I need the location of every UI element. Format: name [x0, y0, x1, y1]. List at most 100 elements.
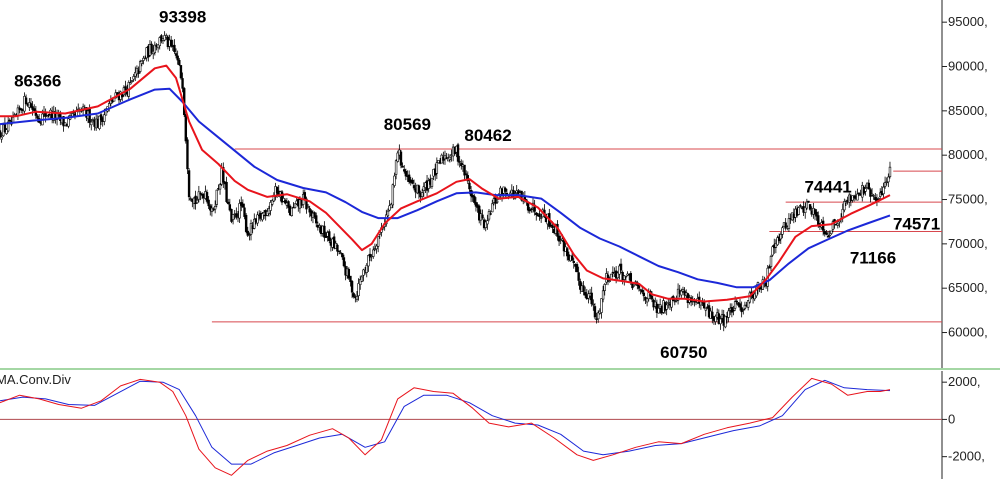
candle-body: [487, 211, 491, 220]
candle-body: [768, 266, 771, 269]
candle-body: [746, 300, 750, 308]
candle-body: [417, 185, 421, 194]
candle-body: [244, 214, 248, 232]
price-tick-label: 80000,: [948, 147, 988, 162]
candle-body: [205, 192, 209, 202]
candle-body: [742, 309, 745, 311]
candle-body: [657, 307, 660, 314]
candle-body: [385, 214, 388, 225]
candle-body: [246, 230, 249, 236]
candle-body: [275, 186, 279, 193]
candle-body: [577, 272, 580, 281]
candle-body: [771, 246, 774, 256]
candle-body: [33, 108, 36, 111]
candle-body: [178, 60, 181, 66]
candle-body: [787, 218, 791, 229]
candle-body: [156, 44, 160, 49]
candle-body: [271, 200, 274, 205]
candle-body: [784, 222, 787, 229]
candle-body: [212, 208, 215, 211]
moving-average-fast-line: [0, 64, 891, 303]
candle-body: [46, 115, 49, 118]
candle-body: [590, 292, 593, 305]
candle-body: [799, 205, 802, 207]
price-annotation-label: 74571: [893, 214, 940, 233]
candle-body: [284, 200, 287, 204]
candle-body: [399, 151, 403, 166]
candle-body: [103, 114, 106, 122]
candle-body: [815, 211, 818, 217]
price-tick-label: 60000,: [948, 325, 988, 340]
candle-body: [489, 213, 492, 215]
price-annotation-label: 80569: [384, 115, 431, 134]
candle-body: [883, 182, 887, 187]
candle-body: [530, 208, 533, 210]
price-annotation-label: 86366: [14, 72, 61, 91]
candle-body: [680, 290, 683, 296]
candle-body: [324, 235, 328, 238]
candle-body: [332, 236, 336, 249]
candle-body: [36, 115, 39, 119]
candle-body: [241, 203, 245, 208]
candle-body: [357, 283, 360, 297]
candle-body: [142, 57, 145, 61]
candle-body: [870, 193, 874, 196]
candle-body: [222, 167, 225, 183]
candle-body: [179, 65, 183, 79]
candle-body: [269, 202, 272, 211]
macd-pane: 2000, 0 -2000,: [0, 371, 985, 479]
candle-body: [448, 156, 452, 160]
price-tick-label: 65000,: [948, 280, 988, 295]
candle-body: [347, 268, 351, 279]
candle-body: [575, 264, 579, 272]
candle-body: [603, 284, 606, 291]
candle-body: [99, 114, 103, 121]
candle-body: [856, 193, 859, 201]
candle-body: [238, 203, 241, 219]
candle-body: [727, 310, 730, 318]
price-annotation-label: 74441: [804, 177, 851, 196]
candle-body: [98, 115, 101, 129]
candle-body: [293, 203, 297, 208]
candle-body: [869, 189, 872, 197]
candle-body: [776, 237, 779, 246]
candle-body: [650, 295, 654, 300]
candle-body: [841, 209, 844, 218]
candle-body: [561, 238, 564, 241]
candle-body: [579, 281, 582, 290]
candle-body: [169, 39, 173, 47]
candle-body: [196, 199, 199, 204]
candle-body: [600, 298, 603, 313]
candle-body: [158, 37, 161, 46]
candle-body: [435, 162, 439, 174]
candle-body: [5, 129, 8, 135]
candle-body: [844, 201, 848, 204]
candle-body: [887, 176, 890, 183]
candle-body: [851, 195, 854, 201]
candle-body: [592, 303, 595, 306]
candle-body: [396, 152, 399, 162]
candle-body: [215, 189, 218, 205]
candle-body: [305, 198, 308, 210]
candle-body: [724, 315, 727, 328]
candle-body: [466, 175, 470, 182]
candle-body: [735, 300, 738, 303]
candle-body: [218, 184, 222, 190]
candle-body: [90, 121, 93, 126]
candle-body: [67, 118, 70, 127]
candle-body: [743, 304, 747, 309]
candle-body: [243, 207, 246, 217]
candle-body: [813, 209, 817, 215]
candle-body: [882, 186, 885, 195]
candle-body: [608, 280, 611, 282]
candle-body: [29, 103, 33, 108]
candle-body: [730, 307, 734, 313]
candle-body: [595, 318, 598, 320]
candle-body: [88, 108, 91, 123]
price-pane: 60000, 65000, 70000, 75000, 80000, 85000, 9000…: [0, 0, 988, 368]
candle-body: [478, 205, 481, 221]
candle-body: [566, 248, 569, 257]
candle-body: [748, 292, 752, 303]
candle-body: [19, 108, 23, 111]
